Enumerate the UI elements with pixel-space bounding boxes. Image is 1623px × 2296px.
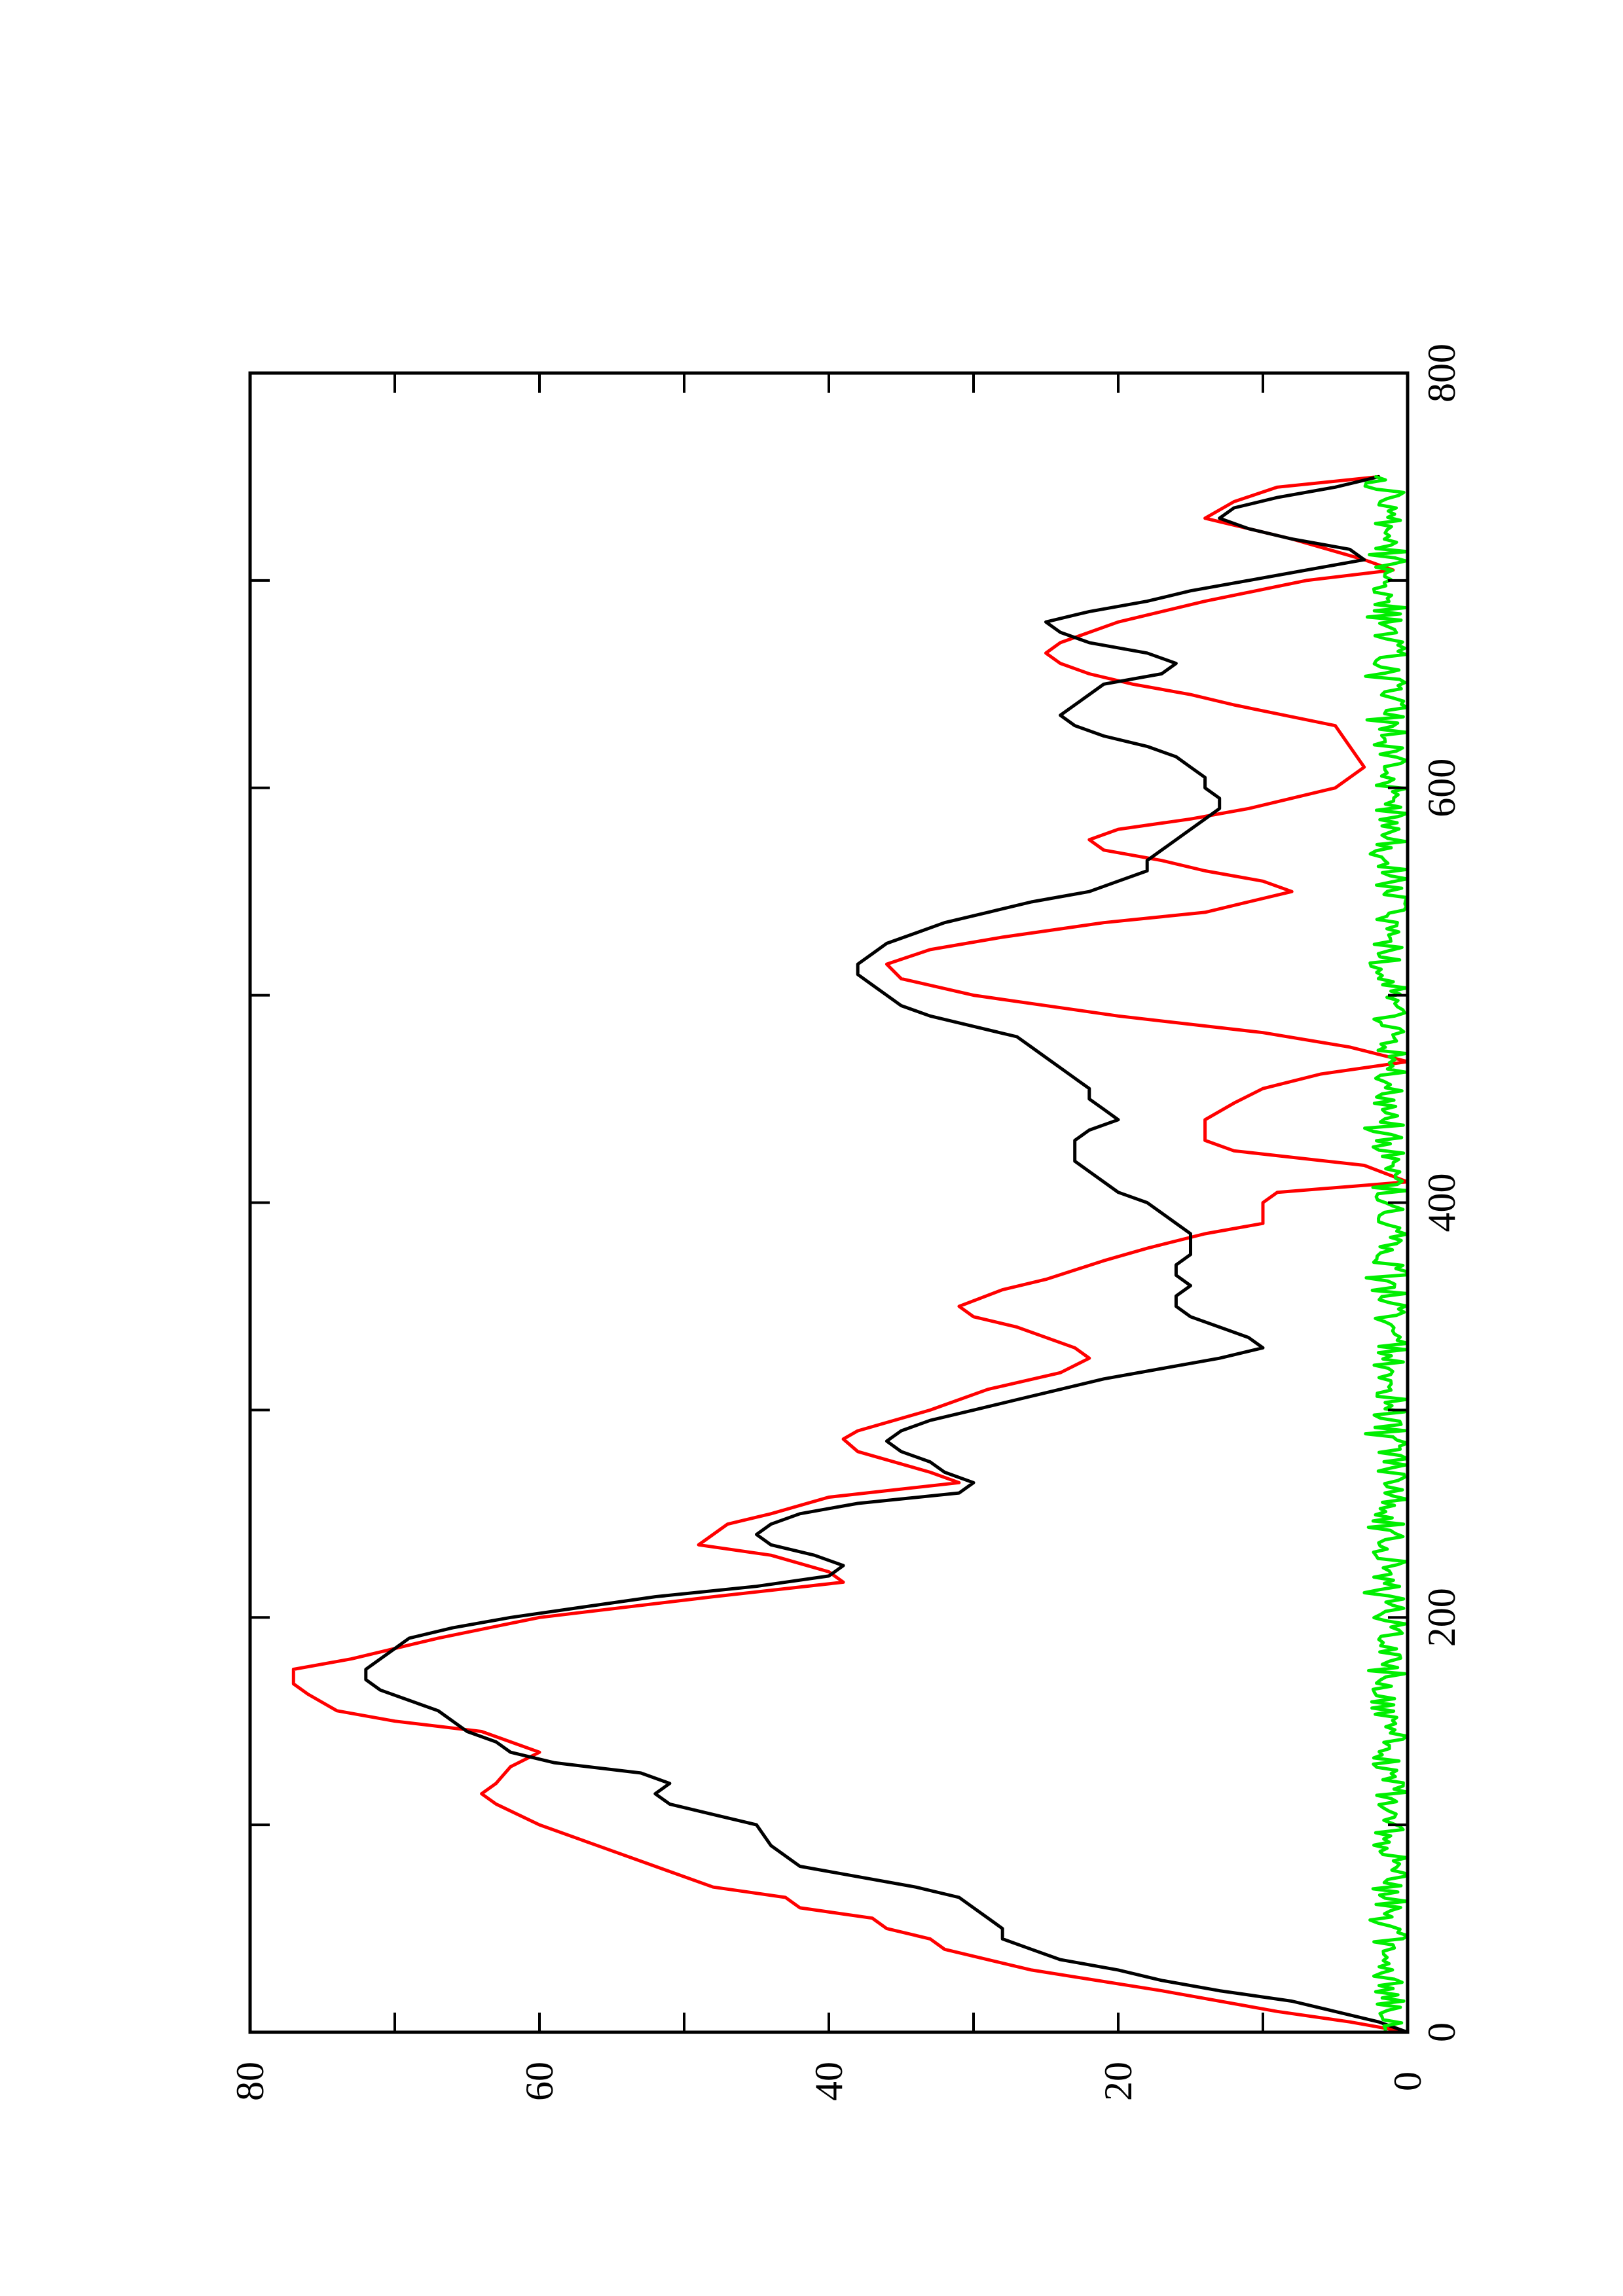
y-tick-label: 60	[518, 2062, 561, 2101]
plot-frame	[248, 371, 1410, 2034]
series-line-1	[291, 475, 1410, 2034]
x-tick-label: 400	[1420, 1174, 1463, 1232]
x-tick-label: 200	[1420, 1588, 1463, 1647]
series-line-2	[364, 475, 1410, 2034]
series-line-3	[1362, 475, 1410, 2034]
x-tick-label: 0	[1420, 2022, 1463, 2042]
series-layer	[291, 475, 1410, 2034]
x-tick-label: 800	[1420, 344, 1463, 403]
y-tick-label: 80	[228, 2062, 272, 2101]
y-tick-label: 40	[807, 2062, 850, 2101]
plot-area	[248, 371, 1410, 2034]
y-tick-label: 0	[1386, 2072, 1429, 2091]
y-tick-label: 20	[1097, 2062, 1140, 2101]
labels-layer: 0 200 400 600 800 0 20 40 60 80	[228, 344, 1463, 2101]
x-tick-label: 600	[1420, 759, 1463, 817]
